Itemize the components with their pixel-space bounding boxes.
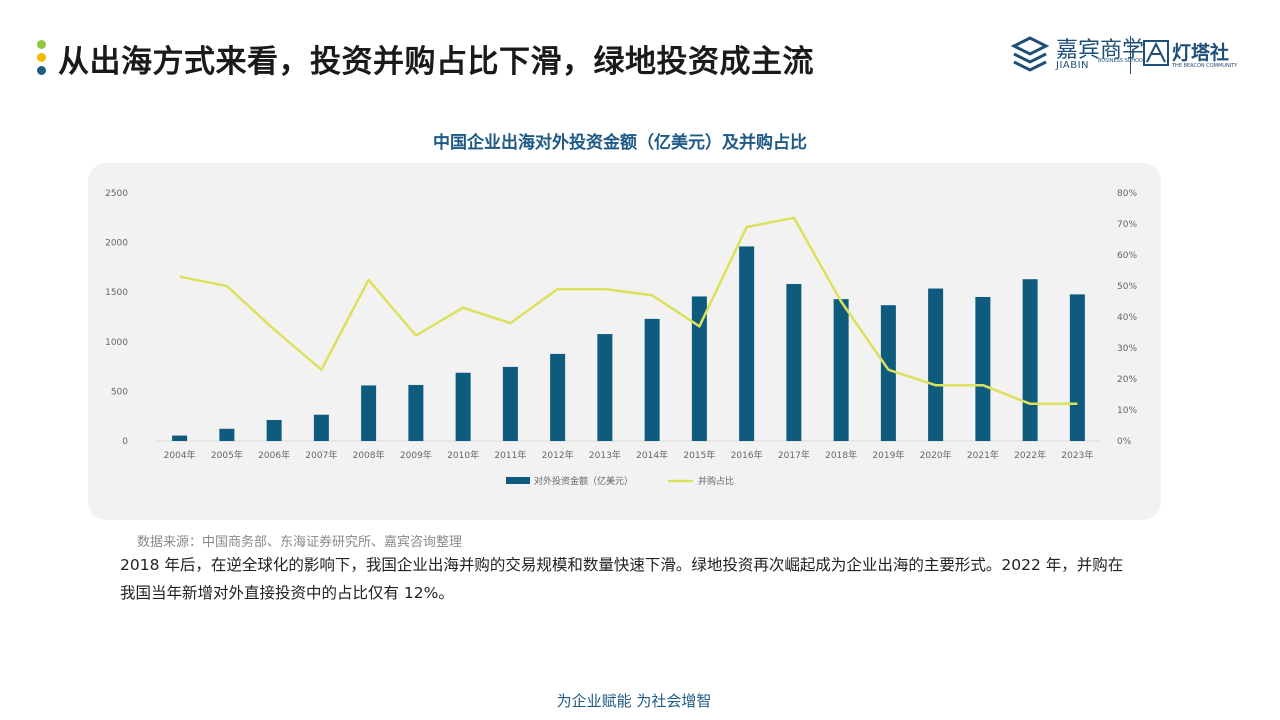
investment-bar	[644, 318, 660, 441]
x-tick-label: 2008年	[353, 449, 385, 461]
investment-bar	[172, 435, 188, 441]
investment-bar	[928, 288, 944, 441]
investment-bar	[739, 246, 755, 441]
legend-bar-label: 对外投资金额（亿美元）	[534, 475, 633, 487]
bullet-dot-green	[37, 40, 46, 49]
legend-line-label: 并购占比	[698, 475, 734, 487]
y-right-tick-label: 50%	[1117, 282, 1137, 292]
x-tick-label: 2023年	[1061, 449, 1093, 461]
y-right-tick-label: 10%	[1117, 406, 1137, 416]
dengta-brand-en: THE BEACON COMMUNITY	[1172, 63, 1238, 69]
jiabin-brand-en: JIABIN	[1056, 60, 1090, 71]
bullet-dot-yellow	[37, 53, 46, 62]
investment-bar	[219, 428, 235, 441]
investment-bar	[880, 305, 896, 441]
investment-bar	[975, 296, 991, 441]
y-left-tick-label: 0	[122, 437, 128, 447]
investment-bar	[597, 334, 613, 441]
y-left-tick-label: 2500	[105, 189, 128, 199]
x-tick-label: 2013年	[589, 449, 621, 461]
body-paragraph: 2018 年后，在逆全球化的影响下，我国企业出海并购的交易规模和数量快速下滑。绿…	[120, 556, 1124, 602]
x-tick-label: 2006年	[258, 449, 290, 461]
y-right-tick-label: 70%	[1117, 220, 1137, 230]
investment-bar	[691, 296, 707, 441]
investment-combo-chart: 0 500 1000 1500 2000 2500 0% 10% 20% 30% 40% 50% 60%…	[105, 189, 1137, 487]
brand-logos: 嘉宾商学 JIABIN BUSINESS SCHOOL 灯塔社 THE BEAC…	[1010, 30, 1250, 80]
x-tick-label: 2005年	[211, 449, 243, 461]
footer-slogan: 为企业赋能 为社会增智	[556, 692, 712, 710]
x-tick-label: 2007年	[305, 449, 337, 461]
investment-bar	[550, 353, 566, 441]
investment-bar	[1022, 279, 1038, 441]
jiabin-logo-icon	[1010, 36, 1050, 72]
investment-bar	[313, 414, 329, 441]
investment-bar	[786, 283, 802, 441]
y-left-tick-label: 1500	[105, 288, 128, 298]
investment-bar	[455, 372, 471, 441]
investment-bar	[408, 384, 424, 441]
x-tick-label: 2019年	[872, 449, 904, 461]
x-tick-label: 2018年	[825, 449, 857, 461]
x-tick-label: 2012年	[542, 449, 574, 461]
investment-bar	[266, 419, 282, 441]
x-tick-label: 2021年	[967, 449, 999, 461]
title-bullet-dots	[37, 40, 47, 79]
x-tick-label: 2015年	[683, 449, 715, 461]
investment-bar	[502, 366, 518, 441]
x-tick-label: 2014年	[636, 449, 668, 461]
y-left-tick-label: 2000	[105, 239, 128, 249]
jiabin-brand-en-small: BUSINESS SCHOOL	[1098, 58, 1146, 64]
chart-title: 中国企业出海对外投资金额（亿美元）及并购占比	[433, 133, 807, 153]
y-left-tick-label: 500	[111, 387, 128, 397]
y-right-tick-label: 20%	[1117, 375, 1137, 385]
data-source-note: 数据来源：中国商务部、东海证券研究所、嘉宾咨询整理	[137, 535, 463, 550]
page-title: 从出海方式来看，投资并购占比下滑，绿地投资成主流	[58, 44, 814, 80]
investment-bar	[1069, 294, 1085, 441]
y-right-tick-label: 40%	[1117, 313, 1137, 323]
y-right-tick-label: 60%	[1117, 251, 1137, 261]
dengta-logo-icon	[1143, 40, 1169, 66]
x-tick-label: 2016年	[731, 449, 763, 461]
x-tick-label: 2011年	[494, 449, 526, 461]
ma-share-line	[179, 216, 1078, 406]
x-tick-label: 2017年	[778, 449, 810, 461]
x-tick-label: 2009年	[400, 449, 432, 461]
bullet-dot-blue	[37, 66, 46, 75]
investment-bar	[833, 299, 849, 441]
logo-divider	[1130, 36, 1131, 74]
y-right-tick-label: 80%	[1117, 189, 1137, 199]
x-tick-label: 2010年	[447, 449, 479, 461]
investment-bar	[361, 385, 377, 441]
x-tick-label: 2022年	[1014, 449, 1046, 461]
y-right-tick-label: 0%	[1117, 437, 1132, 447]
x-tick-label: 2020年	[920, 449, 952, 461]
jiabin-brand-name: 嘉宾商学	[1056, 38, 1145, 63]
x-tick-label: 2004年	[164, 449, 196, 461]
legend-bar-swatch	[506, 477, 530, 484]
y-left-tick-label: 1000	[105, 338, 128, 348]
y-right-tick-label: 30%	[1117, 344, 1137, 354]
dengta-brand-name: 灯塔社	[1172, 42, 1230, 64]
